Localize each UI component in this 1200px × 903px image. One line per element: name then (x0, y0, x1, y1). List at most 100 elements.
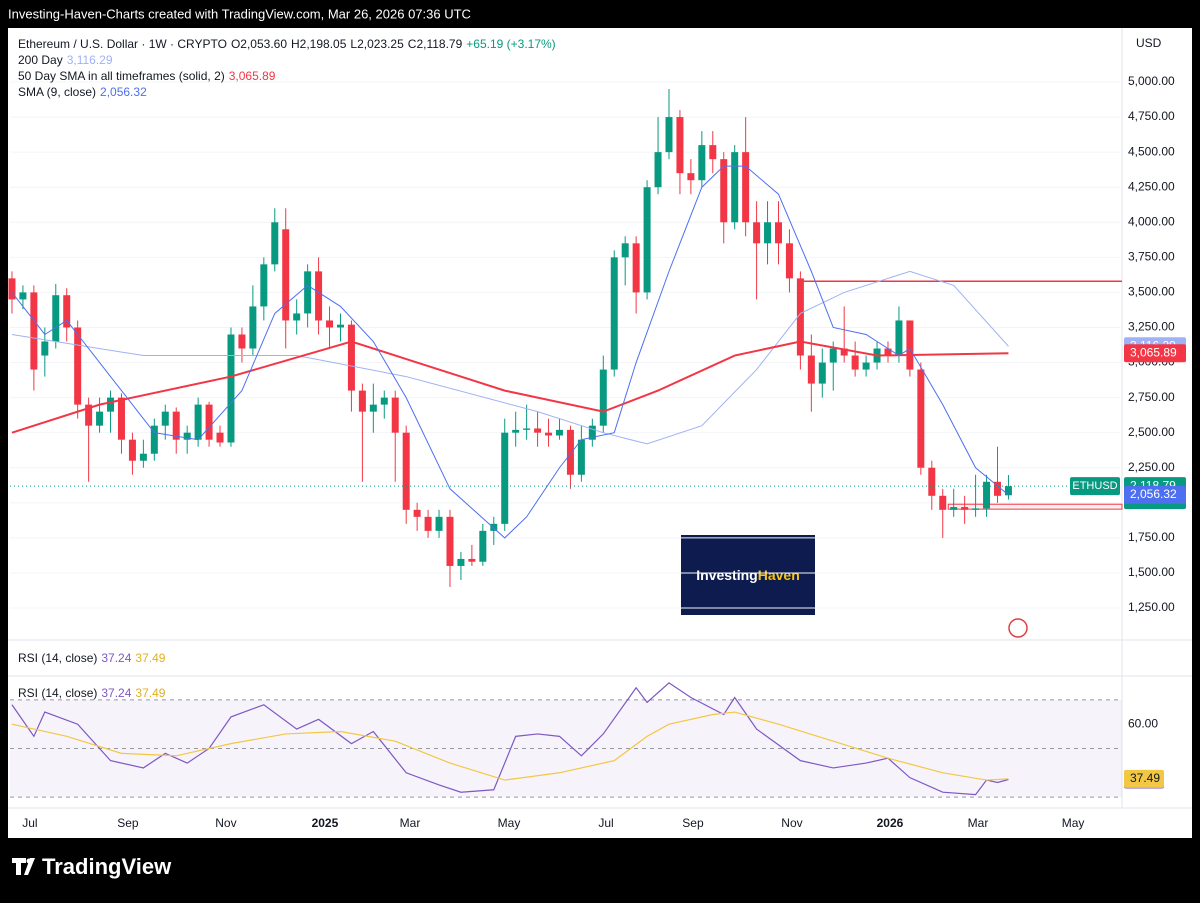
x-tick-label: Sep (117, 816, 139, 830)
candle-body (676, 117, 684, 174)
candle-body (742, 152, 750, 223)
legend-name: SMA (9, close) (18, 85, 97, 99)
candle-body (446, 516, 454, 566)
value-badge-label: 37.49 (1130, 771, 1160, 785)
candle-body (993, 481, 1001, 496)
legend-entry: 200 Day 3,116.29 (18, 53, 279, 67)
candle-body (829, 348, 837, 363)
candle-body (632, 243, 640, 293)
candle-body (205, 404, 213, 440)
rsi-line (11, 682, 1009, 796)
watermark-box (681, 535, 815, 615)
rsi-line (11, 711, 1009, 781)
symbol-badge (1070, 477, 1120, 496)
candle-body (336, 324, 344, 328)
candle-body (326, 320, 334, 328)
candle-body (709, 145, 717, 160)
candle-body (107, 397, 115, 412)
candle-body (347, 324, 355, 391)
candle-body (216, 432, 224, 443)
value-badge (1124, 485, 1186, 504)
candle-body (643, 187, 651, 293)
y-tick-label: 1,750.00 (1128, 530, 1175, 544)
candle-body (774, 222, 782, 244)
candle-body (74, 327, 82, 405)
candle-body (862, 362, 870, 370)
candle-body (610, 257, 618, 370)
candle-body (19, 292, 27, 300)
candle-body (917, 369, 925, 468)
candle-body (435, 516, 443, 531)
y-tick-label: 3,250.00 (1128, 320, 1175, 334)
y-tick-label: 1,250.00 (1128, 600, 1175, 614)
candle-body (468, 558, 476, 562)
candle-body (41, 341, 49, 356)
candle-body (654, 152, 662, 188)
y-tick-label: 60.00 (1128, 716, 1158, 730)
x-tick-label: 2026 (877, 816, 904, 830)
value-badge (1124, 344, 1186, 363)
symbol-label: ETHUSD (1072, 480, 1117, 492)
legend-main: Ethereum / U.S. Dollar · 1W · CRYPTO O2,0… (18, 37, 556, 51)
candle-body (720, 159, 728, 223)
candle-body (271, 222, 279, 265)
x-tick-label: Jul (22, 816, 37, 830)
legend-name: 200 Day (18, 53, 63, 67)
candle-body (139, 453, 147, 461)
candle-body (950, 507, 958, 510)
x-tick-label: Sep (682, 816, 704, 830)
candle-body (63, 295, 71, 328)
candle-body (8, 278, 16, 300)
candle-body (753, 222, 761, 244)
candle-body (490, 523, 498, 531)
x-tick-label: Nov (781, 816, 802, 830)
candle-body (358, 390, 366, 412)
candle-body (665, 117, 673, 153)
candle-body (479, 530, 487, 562)
legend-value: 2,056.32 (100, 85, 147, 99)
candle-body (315, 271, 323, 321)
watermark: InvestingHaven (696, 567, 800, 583)
candle-body (731, 152, 739, 223)
candle-body (534, 428, 542, 433)
candle-body (818, 362, 826, 384)
overlay-line (11, 270, 1009, 445)
candle-body (128, 439, 136, 461)
candle-body (183, 432, 191, 440)
y-tick-label: 4,000.00 (1128, 214, 1175, 228)
candle-body (972, 508, 980, 510)
candle-body (1004, 486, 1012, 496)
x-tick-label: Jul (598, 816, 613, 830)
legend-entry: SMA (9, close) 2,056.32 (18, 85, 279, 99)
candle-body (840, 348, 848, 356)
candle-body (764, 222, 772, 244)
value-badge-label: 3,065.89 (1130, 345, 1177, 359)
candle-body (807, 355, 815, 384)
candle-body (457, 558, 465, 566)
candle-body (391, 397, 399, 433)
legend-value: 3,065.89 (228, 69, 276, 83)
candle-body (85, 404, 93, 426)
y-tick-label: 4,750.00 (1128, 109, 1175, 123)
candle-body (293, 313, 301, 321)
value-badge (1124, 769, 1164, 788)
box (947, 503, 1123, 510)
candle-body (260, 264, 268, 307)
y-tick-label: 4,500.00 (1128, 144, 1175, 158)
candle-body (577, 439, 585, 475)
candle-body (698, 145, 706, 181)
candle-body (172, 411, 180, 440)
candle-body (555, 429, 563, 436)
candle-body (413, 509, 421, 517)
x-tick-label: May (1062, 816, 1085, 830)
y-tick-label: 2,250.00 (1128, 460, 1175, 474)
y-tick-label: 1,500.00 (1128, 565, 1175, 579)
candle-body (566, 429, 574, 475)
candle-body (380, 397, 388, 405)
candle-body (369, 404, 377, 412)
overlay-line (11, 340, 1009, 434)
x-tick-label: Mar (400, 816, 421, 830)
candle-body (928, 467, 936, 496)
currency: USD (1136, 36, 1162, 50)
